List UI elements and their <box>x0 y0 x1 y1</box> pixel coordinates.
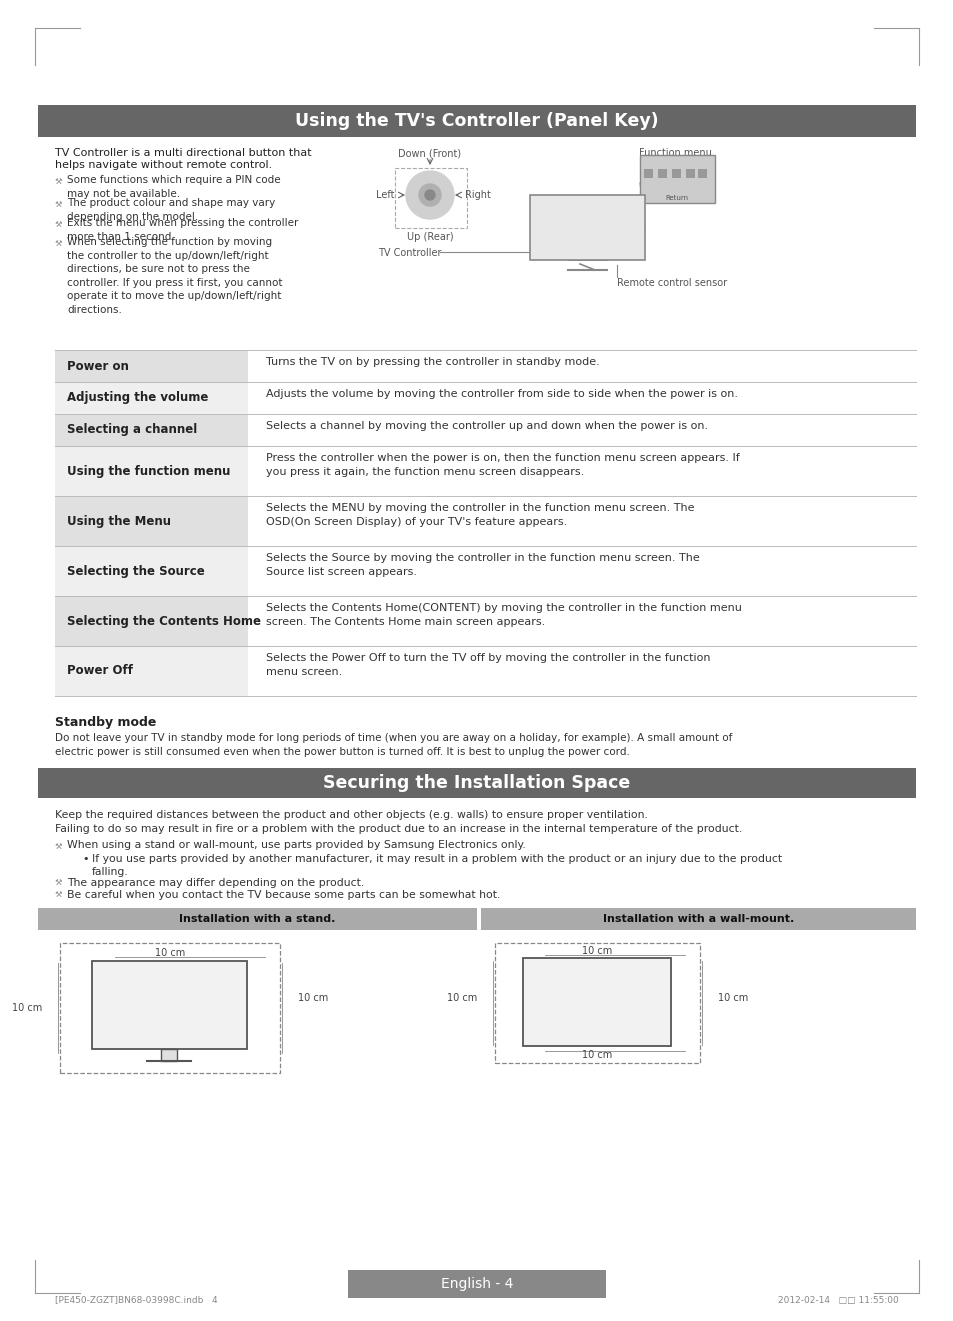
Circle shape <box>406 170 454 219</box>
Text: Return: Return <box>665 196 688 201</box>
Bar <box>38 768 915 798</box>
Text: 10 cm: 10 cm <box>718 993 747 1003</box>
Text: TV Controller is a multi directional button that: TV Controller is a multi directional but… <box>55 148 312 159</box>
Text: Selects the Contents Home(CONTENT) by moving the controller in the function menu: Selects the Contents Home(CONTENT) by mo… <box>266 602 741 627</box>
Text: 10 cm: 10 cm <box>581 1050 612 1059</box>
Bar <box>55 495 248 546</box>
Bar <box>639 155 714 203</box>
Text: Selecting the Contents Home: Selecting the Contents Home <box>67 614 261 627</box>
Text: ⚒: ⚒ <box>54 890 62 900</box>
Bar <box>685 169 695 178</box>
Text: When selecting the function by moving
the controller to the up/down/left/right
d: When selecting the function by moving th… <box>67 236 282 314</box>
Bar <box>55 646 248 696</box>
Bar <box>55 596 248 646</box>
Text: ⚒: ⚒ <box>54 177 62 186</box>
Text: Selects the MENU by moving the controller in the function menu screen. The
OSD(O: Selects the MENU by moving the controlle… <box>266 503 694 527</box>
Text: Function menu: Function menu <box>638 148 711 159</box>
Bar <box>348 1269 605 1299</box>
Bar <box>55 546 248 596</box>
Text: Standby mode: Standby mode <box>55 716 156 729</box>
Bar <box>395 168 467 229</box>
Text: Using the TV's Controller (Panel Key): Using the TV's Controller (Panel Key) <box>294 112 659 129</box>
Text: •: • <box>82 853 89 864</box>
Text: Selecting the Source: Selecting the Source <box>67 564 205 577</box>
Text: ⚒: ⚒ <box>54 199 62 209</box>
Text: ⚒: ⚒ <box>54 841 62 851</box>
Text: Down (Front): Down (Front) <box>398 148 461 159</box>
Bar <box>495 943 700 1063</box>
Text: Do not leave your TV in standby mode for long periods of time (when you are away: Do not leave your TV in standby mode for… <box>55 733 732 757</box>
Text: Power on: Power on <box>67 359 129 373</box>
Text: 10 cm: 10 cm <box>297 993 328 1003</box>
Text: Installation with a stand.: Installation with a stand. <box>179 914 335 923</box>
Text: Power Off: Power Off <box>67 664 132 678</box>
Text: ⚒: ⚒ <box>54 878 62 886</box>
Text: Keep the required distances between the product and other objects (e.g. walls) t: Keep the required distances between the … <box>55 810 647 820</box>
Text: The appearance may differ depending on the product.: The appearance may differ depending on t… <box>67 878 364 888</box>
Bar <box>55 413 248 446</box>
Text: 10 cm: 10 cm <box>581 946 612 956</box>
Text: 10 cm: 10 cm <box>11 1003 42 1013</box>
Text: Some functions which require a PIN code
may not be available.: Some functions which require a PIN code … <box>67 174 280 198</box>
Text: 10 cm: 10 cm <box>154 948 185 958</box>
Text: [PE450-ZGZT]BN68-03998C.indb   4: [PE450-ZGZT]BN68-03998C.indb 4 <box>55 1296 217 1305</box>
Circle shape <box>418 184 440 206</box>
Bar <box>55 350 248 382</box>
Text: Be careful when you contact the TV because some parts can be somewhat hot.: Be careful when you contact the TV becau… <box>67 890 500 900</box>
Text: Turns the TV on by pressing the controller in standby mode.: Turns the TV on by pressing the controll… <box>266 357 599 367</box>
Text: Selects a channel by moving the controller up and down when the power is on.: Selects a channel by moving the controll… <box>266 421 707 431</box>
Text: Using the Menu: Using the Menu <box>67 514 171 527</box>
Text: The product colour and shape may vary
depending on the model.: The product colour and shape may vary de… <box>67 198 275 222</box>
Bar <box>60 943 280 1073</box>
Text: helps navigate without remote control.: helps navigate without remote control. <box>55 160 272 170</box>
Text: Remote control sensor: Remote control sensor <box>617 277 726 288</box>
Text: Up (Rear): Up (Rear) <box>406 232 453 242</box>
Text: Right: Right <box>464 190 491 199</box>
Bar <box>55 382 248 413</box>
Text: Exits the menu when pressing the controller
more than 1 second.: Exits the menu when pressing the control… <box>67 218 298 242</box>
Bar <box>530 196 644 260</box>
Text: Selecting a channel: Selecting a channel <box>67 424 197 436</box>
Bar <box>38 908 476 930</box>
Bar <box>522 958 670 1046</box>
Bar <box>671 169 680 178</box>
Text: Selects the Power Off to turn the TV off by moving the controller in the functio: Selects the Power Off to turn the TV off… <box>266 653 710 676</box>
Text: If you use parts provided by another manufacturer, it may result in a problem wi: If you use parts provided by another man… <box>91 853 781 877</box>
Text: Press the controller when the power is on, then the function menu screen appears: Press the controller when the power is o… <box>266 453 739 477</box>
Text: 10 cm: 10 cm <box>446 993 476 1003</box>
Text: Left: Left <box>376 190 395 199</box>
Text: 2012-02-14   □□ 11:55:00: 2012-02-14 □□ 11:55:00 <box>778 1296 898 1305</box>
Bar <box>658 169 666 178</box>
Bar <box>480 908 915 930</box>
Text: Adjusts the volume by moving the controller from side to side when the power is : Adjusts the volume by moving the control… <box>266 388 738 399</box>
Text: Selects the Source by moving the controller in the function menu screen. The
Sou: Selects the Source by moving the control… <box>266 553 699 577</box>
Text: ⚒: ⚒ <box>54 239 62 248</box>
Bar <box>643 169 652 178</box>
Circle shape <box>424 190 435 199</box>
Text: Failing to do so may result in fire or a problem with the product due to an incr: Failing to do so may result in fire or a… <box>55 824 741 834</box>
Text: ⚒: ⚒ <box>54 221 62 229</box>
Text: Securing the Installation Space: Securing the Installation Space <box>323 774 630 793</box>
Text: Adjusting the volume: Adjusting the volume <box>67 391 208 404</box>
Bar <box>38 104 915 137</box>
Text: Using the function menu: Using the function menu <box>67 465 230 477</box>
Bar <box>55 446 248 495</box>
Text: Installation with a wall-mount.: Installation with a wall-mount. <box>602 914 793 923</box>
Text: When using a stand or wall-mount, use parts provided by Samsung Electronics only: When using a stand or wall-mount, use pa… <box>67 840 525 849</box>
Bar <box>91 960 247 1049</box>
Bar <box>161 1049 177 1061</box>
Bar <box>698 169 706 178</box>
Text: English - 4: English - 4 <box>440 1277 513 1291</box>
Text: TV Controller: TV Controller <box>377 248 441 258</box>
